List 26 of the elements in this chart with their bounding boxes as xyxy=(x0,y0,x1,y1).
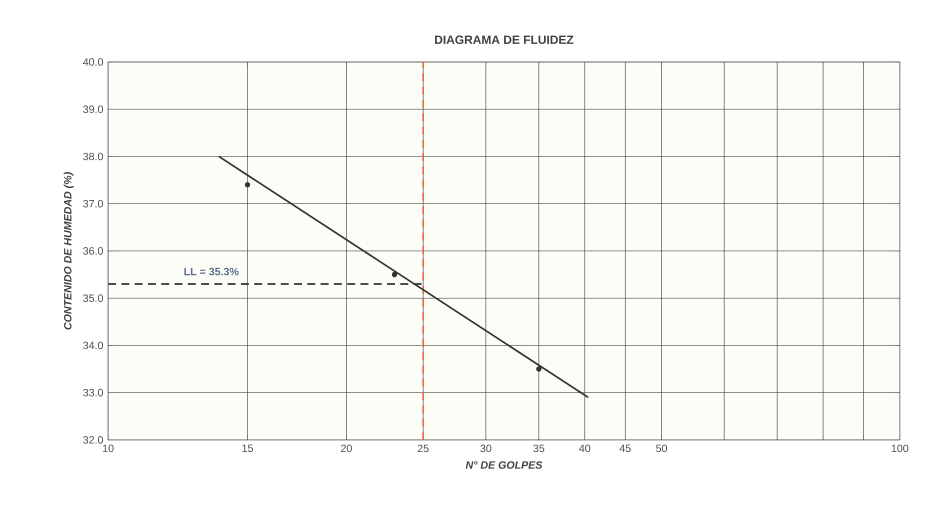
x-tick-label: 20 xyxy=(341,444,352,452)
x-tick-label: 10 xyxy=(103,444,114,452)
y-tick-label: 33.0 xyxy=(83,388,103,396)
y-axis-title: CONTENIDO DE HUMEDAD (%) xyxy=(64,172,74,330)
y-tick-label: 36.0 xyxy=(83,247,103,255)
y-tick-label: 37.0 xyxy=(83,200,103,208)
x-tick-label: 25 xyxy=(418,444,429,452)
chart-title: DIAGRAMA DE FLUIDEZ xyxy=(435,36,574,44)
y-tick-label: 32.0 xyxy=(83,436,103,444)
x-tick-label: 35 xyxy=(533,444,544,452)
x-tick-label: 40 xyxy=(579,444,590,452)
x-tick-label: 45 xyxy=(620,444,631,452)
annotation: LL = 35.3% xyxy=(184,268,239,276)
x-tick-label: 100 xyxy=(892,444,908,452)
y-tick-label: 34.0 xyxy=(83,342,103,350)
y-tick-label: 39.0 xyxy=(83,105,103,113)
y-tick-label: 40.0 xyxy=(82,58,103,66)
point xyxy=(536,366,542,372)
x-tick-label: 30 xyxy=(480,444,492,452)
point xyxy=(392,272,398,278)
x-tick-label: 50 xyxy=(656,444,667,452)
x-axis-title: N° DE GOLPES xyxy=(466,461,542,469)
y-tick-label: 35.0 xyxy=(83,294,103,302)
y-tick-label: 38.0 xyxy=(83,152,103,160)
x-tick-label: 15 xyxy=(242,444,253,452)
point xyxy=(244,182,250,188)
